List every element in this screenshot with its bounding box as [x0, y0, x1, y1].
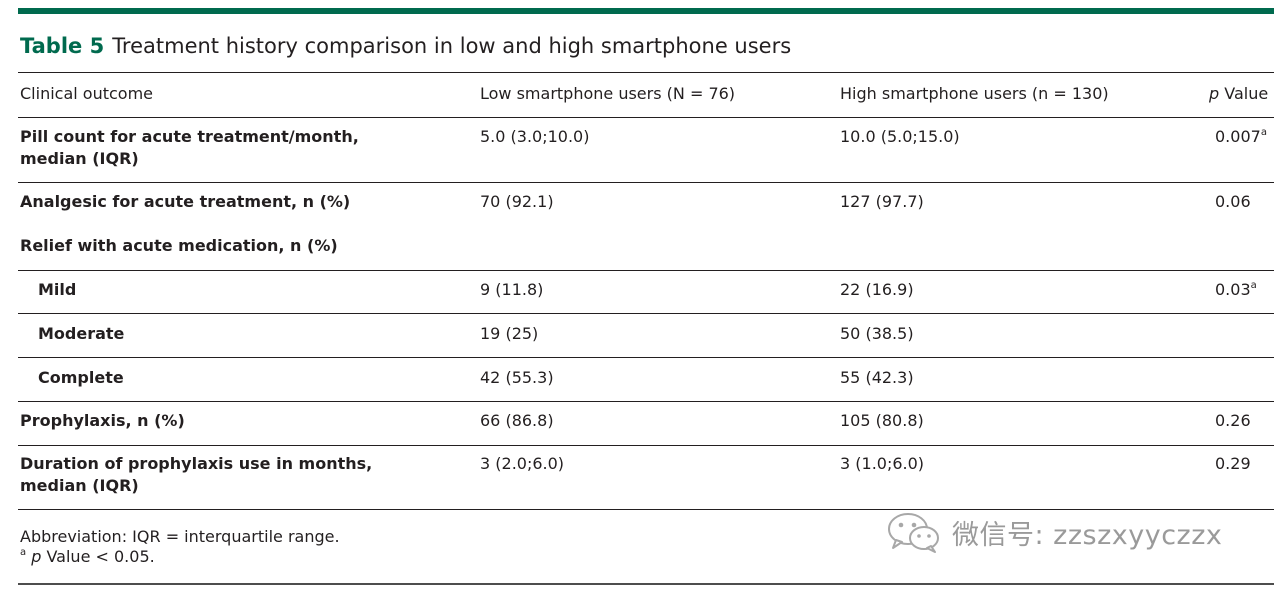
row-divider	[18, 313, 1274, 314]
row-moderate-label: Moderate	[38, 324, 125, 343]
row-analgesic-low: 70 (92.1)	[480, 192, 554, 211]
header-top-rule	[18, 72, 1274, 73]
row-complete-high: 55 (42.3)	[840, 368, 914, 387]
table-caption: Treatment history comparison in low and …	[112, 34, 792, 58]
row-prophylaxis-label: Prophylaxis, n (%)	[20, 411, 185, 430]
footnote-significance: a p Value < 0.05.	[20, 547, 155, 567]
header-p-value: p Value	[1209, 83, 1268, 105]
row-pill-count-low: 5.0 (3.0;10.0)	[480, 127, 590, 146]
footnote-p-rest: Value < 0.05.	[41, 547, 155, 566]
header-low-users: Low smartphone users (N = 76)	[480, 84, 736, 103]
header-p-italic: p	[1209, 84, 1220, 103]
row-duration-line2: median (IQR)	[20, 476, 139, 495]
row-divider	[18, 270, 1274, 271]
row-mild-low: 9 (11.8)	[480, 280, 544, 299]
row-complete-low: 42 (55.3)	[480, 368, 554, 387]
row-pill-count-line2: median (IQR)	[20, 149, 139, 168]
footnote-sup: a	[20, 547, 27, 558]
header-p-rest: Value	[1219, 84, 1269, 103]
row-complete-label: Complete	[38, 368, 124, 387]
row-divider	[18, 445, 1274, 446]
row-pill-count-p-sup: a	[1260, 127, 1267, 138]
row-duration-label: Duration of prophylaxis use in months, me…	[20, 453, 372, 497]
row-prophylaxis-p: 0.26	[1215, 411, 1251, 430]
header-clinical-outcome: Clinical outcome	[20, 84, 153, 103]
row-pill-count-p-value: 0.007	[1215, 127, 1261, 146]
row-mild-p: 0.03a	[1215, 279, 1257, 301]
row-divider	[18, 182, 1274, 183]
top-accent-rule	[18, 8, 1274, 14]
footnote-abbreviation: Abbreviation: IQR = interquartile range.	[20, 527, 340, 546]
row-prophylaxis-high: 105 (80.8)	[840, 411, 924, 430]
row-mild-p-value: 0.03	[1215, 280, 1251, 299]
row-mild-high: 22 (16.9)	[840, 280, 914, 299]
table-bottom-rule	[18, 509, 1274, 510]
row-mild-p-sup: a	[1250, 280, 1257, 291]
table-label: Table 5	[20, 34, 105, 58]
row-analgesic-high: 127 (97.7)	[840, 192, 924, 211]
row-duration-line1: Duration of prophylaxis use in months,	[20, 454, 373, 473]
wechat-icon	[888, 513, 939, 553]
row-duration-high: 3 (1.0;6.0)	[840, 454, 925, 473]
wechat-watermark: 微信号: zzszxyyczzx	[886, 510, 1222, 554]
row-pill-count-line1: Pill count for acute treatment/month,	[20, 127, 359, 146]
row-pill-count-p: 0.007a	[1215, 126, 1267, 148]
row-moderate-high: 50 (38.5)	[840, 324, 914, 343]
row-pill-count-high: 10.0 (5.0;15.0)	[840, 127, 960, 146]
row-duration-low: 3 (2.0;6.0)	[480, 454, 565, 473]
footnote-p-italic: p	[31, 547, 42, 566]
table-title: Table 5 Treatment history comparison in l…	[20, 34, 791, 58]
row-relief-label: Relief with acute medication, n (%)	[20, 236, 338, 255]
watermark-text: 微信号: zzszxyyczzx	[952, 519, 1223, 551]
row-mild-label: Mild	[38, 280, 77, 299]
row-divider	[18, 357, 1274, 358]
row-divider	[18, 401, 1274, 402]
row-duration-p: 0.29	[1215, 454, 1251, 473]
row-moderate-low: 19 (25)	[480, 324, 539, 343]
row-pill-count-label: Pill count for acute treatment/month, med…	[20, 126, 359, 170]
row-prophylaxis-low: 66 (86.8)	[480, 411, 554, 430]
row-divider	[18, 117, 1274, 118]
header-high-users: High smartphone users (n = 130)	[840, 84, 1109, 103]
row-analgesic-p: 0.06	[1215, 192, 1251, 211]
page-bottom-rule	[18, 583, 1274, 585]
row-analgesic-label: Analgesic for acute treatment, n (%)	[20, 192, 351, 211]
